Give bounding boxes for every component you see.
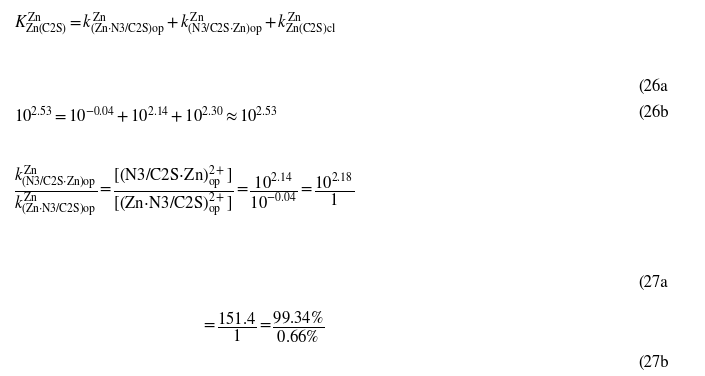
Text: (26a: (26a [638,79,668,95]
Text: $\dfrac{k^{\mathrm{Zn}}_{\mathrm{(N3/C2S{\cdot}Zn)op}}}{k^{\mathrm{Zn}}_{\mathrm: $\dfrac{k^{\mathrm{Zn}}_{\mathrm{(N3/C2S… [14,164,355,219]
Text: (26b: (26b [638,105,668,121]
Text: $= \dfrac{151.4}{1} = \dfrac{99.34\%}{0.66\%}$: $= \dfrac{151.4}{1} = \dfrac{99.34\%}{0.… [201,310,324,346]
Text: $10^{2.53} = 10^{-0.04} + 10^{2.14} + 10^{2.30} \approx 10^{2.53}$: $10^{2.53} = 10^{-0.04} + 10^{2.14} + 10… [14,105,278,126]
Text: (27b: (27b [638,355,668,371]
Text: (27a: (27a [638,274,668,291]
Text: $K^{\mathrm{Zn}}_{\mathrm{Zn(C2S)}} = k^{\mathrm{Zn}}_{\mathrm{(Zn{\cdot}N3/C2S): $K^{\mathrm{Zn}}_{\mathrm{Zn(C2S)}} = k^… [14,11,336,39]
